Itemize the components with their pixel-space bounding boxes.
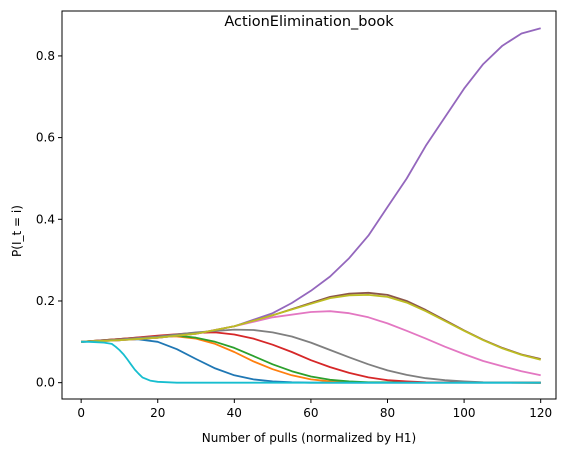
series-line-9 xyxy=(81,293,541,361)
y-tick-label: 0.6 xyxy=(36,131,55,145)
x-tick-label: 120 xyxy=(529,406,552,420)
series-line-5 xyxy=(81,27,541,343)
y-tick-label: 0.0 xyxy=(36,376,55,390)
chart-title: ActionElimination_book xyxy=(224,14,394,30)
plot-frame xyxy=(61,10,557,400)
x-tick-label: 0 xyxy=(77,406,85,420)
x-tick-label: 100 xyxy=(453,406,476,420)
series-line-10 xyxy=(81,340,541,384)
y-tick-label: 0.2 xyxy=(36,294,55,308)
x-tick-label: 80 xyxy=(380,406,395,420)
x-tick-label: 20 xyxy=(150,406,165,420)
x-tick-label: 60 xyxy=(303,406,318,420)
x-tick-label: 40 xyxy=(227,406,242,420)
plot-lines xyxy=(81,27,541,384)
x-axis-ticks: 0 20 40 60 80 100 120 xyxy=(77,399,552,420)
series-line-8 xyxy=(81,328,541,384)
y-axis-ticks: 0.0 0.2 0.4 0.6 0.8 xyxy=(36,49,62,390)
x-axis-label: Number of pulls (normalized by H1) xyxy=(202,431,416,445)
y-tick-label: 0.4 xyxy=(36,212,55,226)
y-tick-label: 0.8 xyxy=(36,49,55,63)
y-axis-label: P(I_t = i) xyxy=(10,205,24,257)
series-line-6 xyxy=(81,291,541,360)
